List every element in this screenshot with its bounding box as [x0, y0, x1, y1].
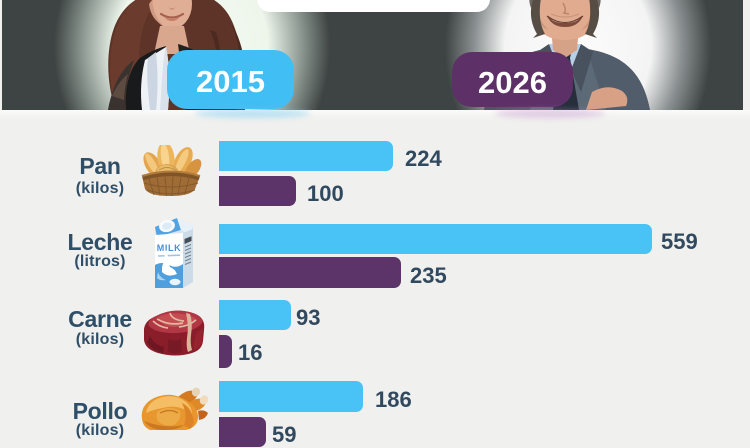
svg-text:MILK: MILK [157, 243, 181, 253]
